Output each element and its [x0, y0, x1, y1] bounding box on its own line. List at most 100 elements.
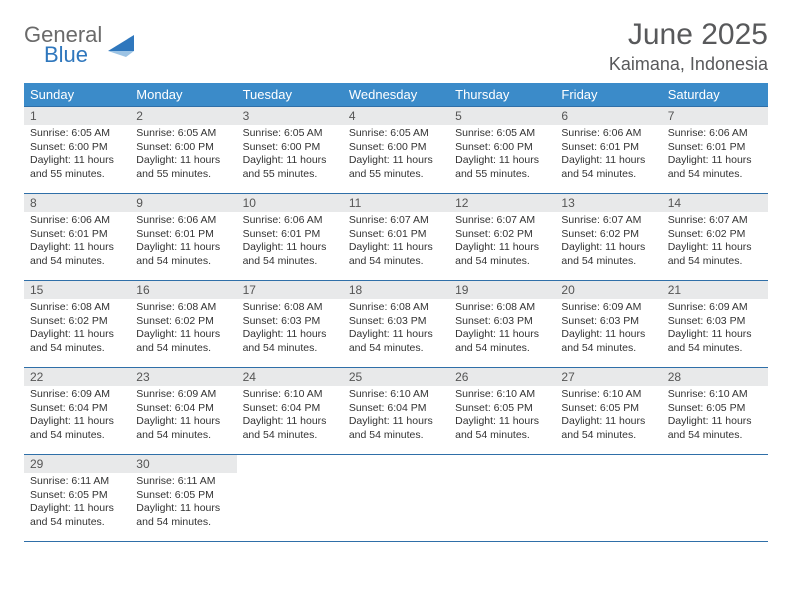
day-details: Sunrise: 6:06 AMSunset: 6:01 PMDaylight:… [662, 125, 768, 186]
calendar-cell: 13Sunrise: 6:07 AMSunset: 6:02 PMDayligh… [555, 194, 661, 281]
day-details: Sunrise: 6:05 AMSunset: 6:00 PMDaylight:… [343, 125, 449, 186]
day-details: Sunrise: 6:10 AMSunset: 6:04 PMDaylight:… [237, 386, 343, 447]
day-number: 21 [662, 281, 768, 299]
calendar-cell: 9Sunrise: 6:06 AMSunset: 6:01 PMDaylight… [130, 194, 236, 281]
day-details: Sunrise: 6:06 AMSunset: 6:01 PMDaylight:… [237, 212, 343, 273]
calendar-cell: 10Sunrise: 6:06 AMSunset: 6:01 PMDayligh… [237, 194, 343, 281]
day-details: Sunrise: 6:11 AMSunset: 6:05 PMDaylight:… [24, 473, 130, 534]
day-number: 29 [24, 455, 130, 473]
day-details: Sunrise: 6:05 AMSunset: 6:00 PMDaylight:… [449, 125, 555, 186]
calendar-cell: 25Sunrise: 6:10 AMSunset: 6:04 PMDayligh… [343, 368, 449, 455]
calendar-cell: 3Sunrise: 6:05 AMSunset: 6:00 PMDaylight… [237, 107, 343, 194]
title-block: June 2025 Kaimana, Indonesia [609, 18, 768, 75]
day-number: 13 [555, 194, 661, 212]
day-details: Sunrise: 6:10 AMSunset: 6:05 PMDaylight:… [449, 386, 555, 447]
day-details: Sunrise: 6:09 AMSunset: 6:04 PMDaylight:… [24, 386, 130, 447]
day-details: Sunrise: 6:10 AMSunset: 6:04 PMDaylight:… [343, 386, 449, 447]
calendar-cell: 23Sunrise: 6:09 AMSunset: 6:04 PMDayligh… [130, 368, 236, 455]
header: General Blue June 2025 Kaimana, Indonesi… [24, 18, 768, 75]
weekday-header: Wednesday [343, 83, 449, 107]
logo-triangle-icon [108, 35, 134, 57]
calendar-cell: 12Sunrise: 6:07 AMSunset: 6:02 PMDayligh… [449, 194, 555, 281]
calendar-cell: 16Sunrise: 6:08 AMSunset: 6:02 PMDayligh… [130, 281, 236, 368]
day-details: Sunrise: 6:09 AMSunset: 6:03 PMDaylight:… [555, 299, 661, 360]
day-details: Sunrise: 6:07 AMSunset: 6:02 PMDaylight:… [449, 212, 555, 273]
calendar-cell: 4Sunrise: 6:05 AMSunset: 6:00 PMDaylight… [343, 107, 449, 194]
calendar-cell: 19Sunrise: 6:08 AMSunset: 6:03 PMDayligh… [449, 281, 555, 368]
day-details: Sunrise: 6:09 AMSunset: 6:03 PMDaylight:… [662, 299, 768, 360]
day-number: 18 [343, 281, 449, 299]
calendar-body: 1Sunrise: 6:05 AMSunset: 6:00 PMDaylight… [24, 107, 768, 542]
calendar-cell: 17Sunrise: 6:08 AMSunset: 6:03 PMDayligh… [237, 281, 343, 368]
day-number: 5 [449, 107, 555, 125]
calendar-cell: 30Sunrise: 6:11 AMSunset: 6:05 PMDayligh… [130, 455, 236, 542]
day-details: Sunrise: 6:08 AMSunset: 6:03 PMDaylight:… [237, 299, 343, 360]
day-details: Sunrise: 6:07 AMSunset: 6:01 PMDaylight:… [343, 212, 449, 273]
calendar-row: 1Sunrise: 6:05 AMSunset: 6:00 PMDaylight… [24, 107, 768, 194]
day-number: 27 [555, 368, 661, 386]
day-number: 15 [24, 281, 130, 299]
calendar-cell: 22Sunrise: 6:09 AMSunset: 6:04 PMDayligh… [24, 368, 130, 455]
weekday-header: Monday [130, 83, 236, 107]
day-number: 17 [237, 281, 343, 299]
day-number: 30 [130, 455, 236, 473]
calendar-row: 22Sunrise: 6:09 AMSunset: 6:04 PMDayligh… [24, 368, 768, 455]
logo: General Blue [24, 24, 134, 66]
day-number: 16 [130, 281, 236, 299]
location: Kaimana, Indonesia [609, 54, 768, 75]
calendar-cell [449, 455, 555, 542]
day-details: Sunrise: 6:05 AMSunset: 6:00 PMDaylight:… [24, 125, 130, 186]
calendar-table: Sunday Monday Tuesday Wednesday Thursday… [24, 83, 768, 542]
day-details: Sunrise: 6:05 AMSunset: 6:00 PMDaylight:… [237, 125, 343, 186]
calendar-cell [662, 455, 768, 542]
logo-word2: Blue [44, 44, 102, 66]
day-details: Sunrise: 6:07 AMSunset: 6:02 PMDaylight:… [555, 212, 661, 273]
day-number: 10 [237, 194, 343, 212]
day-number: 2 [130, 107, 236, 125]
calendar-cell: 11Sunrise: 6:07 AMSunset: 6:01 PMDayligh… [343, 194, 449, 281]
day-number: 9 [130, 194, 236, 212]
day-number: 3 [237, 107, 343, 125]
logo-text-block: General Blue [24, 24, 102, 66]
calendar-cell: 6Sunrise: 6:06 AMSunset: 6:01 PMDaylight… [555, 107, 661, 194]
day-number: 19 [449, 281, 555, 299]
calendar-cell: 1Sunrise: 6:05 AMSunset: 6:00 PMDaylight… [24, 107, 130, 194]
weekday-header: Tuesday [237, 83, 343, 107]
calendar-cell: 28Sunrise: 6:10 AMSunset: 6:05 PMDayligh… [662, 368, 768, 455]
calendar-cell: 24Sunrise: 6:10 AMSunset: 6:04 PMDayligh… [237, 368, 343, 455]
day-number: 8 [24, 194, 130, 212]
weekday-header: Sunday [24, 83, 130, 107]
day-details: Sunrise: 6:06 AMSunset: 6:01 PMDaylight:… [555, 125, 661, 186]
day-number: 26 [449, 368, 555, 386]
day-number: 7 [662, 107, 768, 125]
calendar-cell: 15Sunrise: 6:08 AMSunset: 6:02 PMDayligh… [24, 281, 130, 368]
day-number: 22 [24, 368, 130, 386]
day-number: 11 [343, 194, 449, 212]
day-number: 6 [555, 107, 661, 125]
day-number: 1 [24, 107, 130, 125]
day-number: 24 [237, 368, 343, 386]
calendar-cell: 7Sunrise: 6:06 AMSunset: 6:01 PMDaylight… [662, 107, 768, 194]
weekday-row: Sunday Monday Tuesday Wednesday Thursday… [24, 83, 768, 107]
day-details: Sunrise: 6:10 AMSunset: 6:05 PMDaylight:… [662, 386, 768, 447]
calendar-cell [343, 455, 449, 542]
day-details: Sunrise: 6:08 AMSunset: 6:02 PMDaylight:… [24, 299, 130, 360]
calendar-row: 8Sunrise: 6:06 AMSunset: 6:01 PMDaylight… [24, 194, 768, 281]
calendar-cell [237, 455, 343, 542]
day-details: Sunrise: 6:09 AMSunset: 6:04 PMDaylight:… [130, 386, 236, 447]
day-details: Sunrise: 6:07 AMSunset: 6:02 PMDaylight:… [662, 212, 768, 273]
calendar-row: 15Sunrise: 6:08 AMSunset: 6:02 PMDayligh… [24, 281, 768, 368]
calendar-cell: 8Sunrise: 6:06 AMSunset: 6:01 PMDaylight… [24, 194, 130, 281]
calendar-cell: 20Sunrise: 6:09 AMSunset: 6:03 PMDayligh… [555, 281, 661, 368]
day-details: Sunrise: 6:10 AMSunset: 6:05 PMDaylight:… [555, 386, 661, 447]
day-details: Sunrise: 6:08 AMSunset: 6:03 PMDaylight:… [343, 299, 449, 360]
calendar-cell: 14Sunrise: 6:07 AMSunset: 6:02 PMDayligh… [662, 194, 768, 281]
calendar-cell: 21Sunrise: 6:09 AMSunset: 6:03 PMDayligh… [662, 281, 768, 368]
calendar-cell: 2Sunrise: 6:05 AMSunset: 6:00 PMDaylight… [130, 107, 236, 194]
calendar-cell: 27Sunrise: 6:10 AMSunset: 6:05 PMDayligh… [555, 368, 661, 455]
day-number: 28 [662, 368, 768, 386]
day-details: Sunrise: 6:06 AMSunset: 6:01 PMDaylight:… [24, 212, 130, 273]
day-number: 23 [130, 368, 236, 386]
day-number: 25 [343, 368, 449, 386]
day-details: Sunrise: 6:11 AMSunset: 6:05 PMDaylight:… [130, 473, 236, 534]
